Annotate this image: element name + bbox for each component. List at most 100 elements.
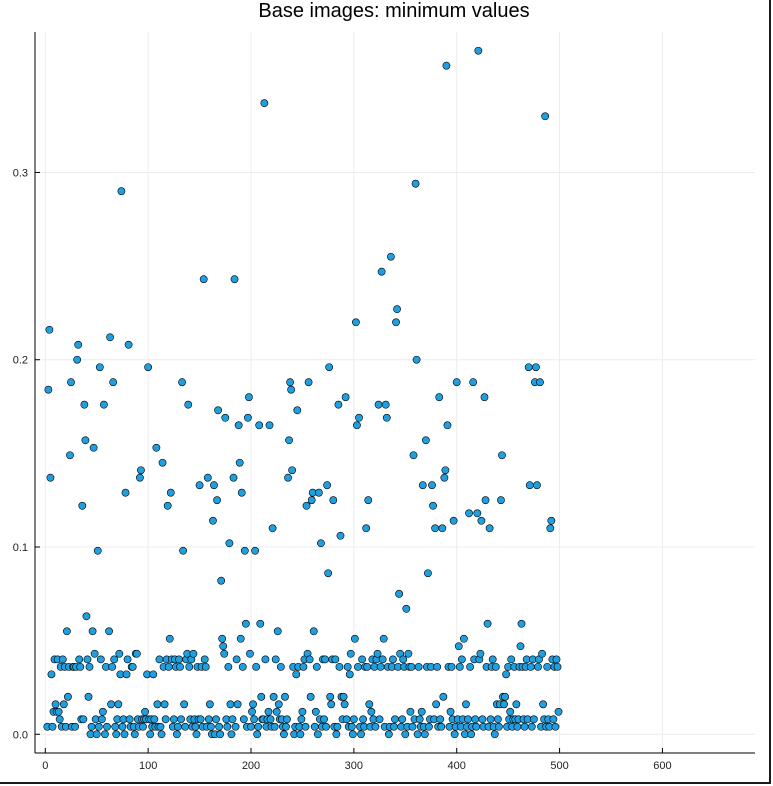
data-point <box>216 730 225 739</box>
data-point <box>297 715 306 724</box>
data-point <box>362 524 371 533</box>
data-point <box>377 267 386 276</box>
data-point <box>469 378 478 387</box>
data-point <box>253 730 262 739</box>
grid <box>35 32 755 753</box>
data-point <box>48 722 57 731</box>
data-point <box>217 576 226 585</box>
data-point <box>321 655 329 664</box>
data-point <box>164 662 173 671</box>
data-point <box>59 700 68 709</box>
data-point <box>137 466 145 475</box>
data-point <box>67 378 75 387</box>
data-point <box>460 634 468 643</box>
chart-title: Base images: minimum values <box>258 0 529 22</box>
data-point <box>212 715 220 724</box>
data-point <box>517 619 526 628</box>
data-point <box>379 634 388 643</box>
x-tick-label-3: 300 <box>345 760 363 772</box>
data-point <box>447 662 456 671</box>
data-point <box>120 730 129 739</box>
data-point <box>75 655 84 664</box>
x-tick-label-2: 200 <box>242 760 260 772</box>
data-point <box>292 670 301 679</box>
data-point <box>107 700 116 709</box>
data-point <box>130 730 139 739</box>
data-point <box>467 730 476 739</box>
data-point <box>166 488 175 497</box>
data-point <box>425 722 433 731</box>
data-point <box>411 179 420 188</box>
data-point <box>314 488 323 497</box>
data-point <box>76 662 85 671</box>
data-point <box>305 655 314 664</box>
data-point <box>462 700 470 709</box>
data-points <box>43 46 563 739</box>
data-point <box>450 730 459 739</box>
data-point <box>268 524 277 533</box>
data-point <box>173 730 181 739</box>
data-point <box>541 112 550 121</box>
x-tick-label-0: 0 <box>42 760 48 772</box>
data-point <box>121 488 130 497</box>
data-point <box>512 700 521 709</box>
data-point <box>220 649 229 658</box>
data-point <box>352 318 360 327</box>
data-point <box>480 393 489 402</box>
data-point <box>201 662 210 671</box>
data-point <box>233 700 242 709</box>
data-point <box>354 662 362 671</box>
data-point <box>47 670 56 679</box>
data-point <box>350 634 359 643</box>
data-point <box>122 670 131 679</box>
data-point <box>252 662 261 671</box>
data-point <box>271 655 280 664</box>
data-point <box>178 378 186 387</box>
data-point <box>331 655 340 664</box>
data-point <box>44 385 53 394</box>
data-point <box>432 700 441 709</box>
data-point <box>439 692 448 701</box>
data-point <box>90 649 99 658</box>
data-point <box>464 715 472 724</box>
data-point <box>497 496 505 505</box>
data-point <box>415 715 424 724</box>
data-point <box>472 722 481 731</box>
data-point <box>485 524 494 533</box>
data-point <box>62 627 71 636</box>
data-point <box>46 473 55 482</box>
data-point <box>241 619 250 628</box>
data-point <box>392 318 400 327</box>
data-point <box>491 662 500 671</box>
data-point <box>398 715 407 724</box>
data-point <box>274 700 283 709</box>
data-point <box>529 715 538 724</box>
data-point <box>452 378 461 387</box>
data-point <box>214 406 222 415</box>
data-point <box>210 481 218 490</box>
data-point <box>414 662 423 671</box>
data-point <box>179 546 188 555</box>
data-point <box>260 99 269 108</box>
data-point <box>221 413 230 422</box>
data-point <box>402 604 411 613</box>
data-point <box>177 715 185 724</box>
data-point <box>376 662 385 671</box>
data-point <box>236 634 245 643</box>
data-point <box>257 692 266 701</box>
data-point <box>335 662 344 671</box>
data-point <box>446 707 455 716</box>
data-point <box>71 722 80 731</box>
data-point <box>306 692 315 701</box>
data-point <box>506 707 515 716</box>
data-point <box>399 655 408 664</box>
data-point <box>301 722 310 731</box>
data-point <box>324 569 333 578</box>
data-point <box>132 649 141 658</box>
data-point <box>240 546 249 555</box>
data-point <box>144 363 153 372</box>
data-point <box>386 252 395 261</box>
data-point <box>82 612 91 621</box>
data-point <box>169 715 178 724</box>
data-point <box>235 458 244 467</box>
